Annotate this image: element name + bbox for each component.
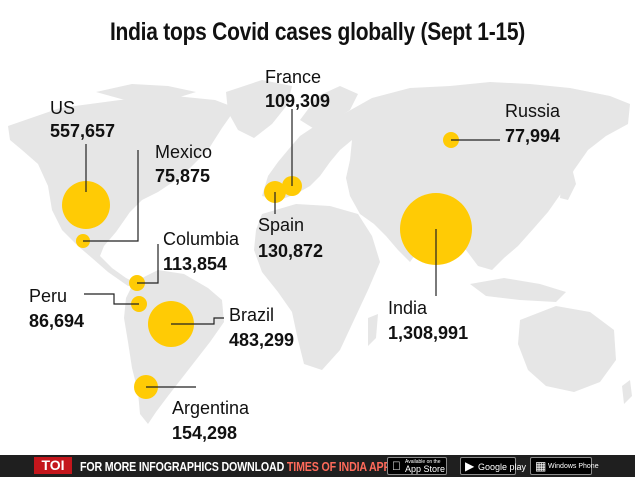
label-country-spain: Spain <box>258 215 305 235</box>
toi-logo[interactable]: TOI <box>34 457 72 474</box>
google-play-label: Google play <box>478 462 527 472</box>
arctic-islands-landmass <box>96 84 196 102</box>
windows-phone-label: Windows Phone <box>548 463 599 470</box>
label-cases-india: 1,308,991 <box>388 323 469 343</box>
indonesia-landmass <box>470 278 566 302</box>
japan-landmass <box>560 168 576 200</box>
app-store-badge[interactable]:  Available on the App Store <box>387 457 447 475</box>
label-cases-spain: 130,872 <box>258 241 324 261</box>
label-cases-mexico: 75,875 <box>155 166 211 186</box>
asia-landmass <box>340 82 630 270</box>
app-store-small-text: Available on the <box>405 459 441 465</box>
promo-text[interactable]: FOR MORE INFOGRAPHICS DOWNLOAD TIMES OF … <box>80 459 391 474</box>
leader-peru <box>84 293 139 305</box>
leader-mexico <box>83 150 139 242</box>
label-country-columbia: Columbia <box>163 229 240 249</box>
greenland-landmass <box>226 80 292 138</box>
north-america-landmass <box>8 96 236 286</box>
page-title: India tops Covid cases globally (Sept 1-… <box>109 18 526 46</box>
footer-bar: TOI FOR MORE INFOGRAPHICS DOWNLOAD TIMES… <box>0 455 635 477</box>
madagascar-landmass <box>368 314 378 346</box>
leader-lines <box>83 109 500 388</box>
apple-icon:  <box>392 459 401 473</box>
new-zealand-landmass <box>622 380 632 404</box>
scandinavia-landmass <box>300 86 358 130</box>
africa-landmass <box>254 204 380 370</box>
windows-phone-badge[interactable]: ▦ Windows Phone <box>530 457 599 475</box>
app-store-label: App Store <box>405 464 446 474</box>
label-cases-us: 557,657 <box>50 121 116 141</box>
label-country-peru: Peru <box>29 286 68 306</box>
australia-landmass <box>518 306 616 392</box>
label-cases-russia: 77,994 <box>505 126 561 146</box>
label-cases-france: 109,309 <box>265 91 331 111</box>
label-cases-argentina: 154,298 <box>172 423 238 443</box>
promo-lead: FOR MORE INFOGRAPHICS DOWNLOAD <box>80 459 287 474</box>
google-play-badge[interactable]: ▶ Google play <box>460 457 526 475</box>
label-cases-columbia: 113,854 <box>163 254 228 274</box>
bubble-us <box>62 181 110 229</box>
promo-app-name: TIMES OF INDIA APP <box>286 459 391 474</box>
windows-icon: ▦ <box>535 459 547 473</box>
label-country-us: US <box>50 98 76 118</box>
world-map <box>8 80 632 424</box>
label-country-russia: Russia <box>505 101 561 121</box>
label-cases-peru: 86,694 <box>29 311 85 331</box>
leader-columbia <box>137 244 159 284</box>
label-country-india: India <box>388 298 428 318</box>
label-country-france: France <box>265 67 322 87</box>
play-icon: ▶ <box>465 459 475 473</box>
label-country-argentina: Argentina <box>172 398 250 418</box>
label-country-brazil: Brazil <box>229 305 275 325</box>
label-cases-brazil: 483,299 <box>229 330 295 350</box>
leader-brazil <box>171 317 224 325</box>
label-country-mexico: Mexico <box>155 142 213 162</box>
